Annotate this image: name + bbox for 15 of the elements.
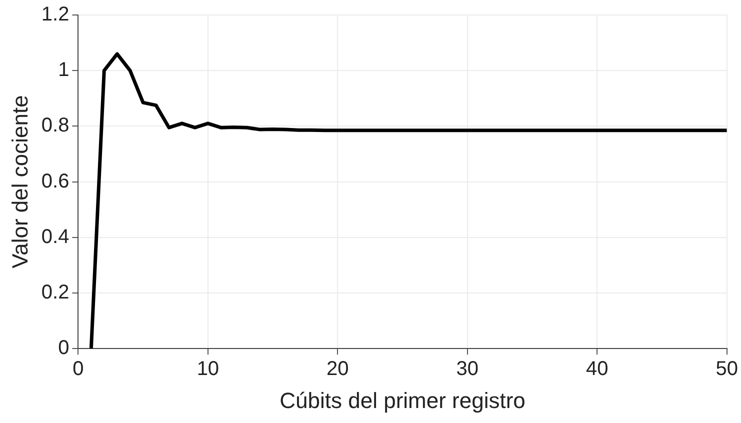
y-tick-label: 0.8: [41, 114, 70, 137]
y-axis-title: Valor del cociente: [7, 95, 32, 268]
x-tick-label: 50: [716, 358, 738, 380]
y-tick-label: 0.6: [41, 170, 70, 192]
y-tick-label: 1: [58, 59, 70, 82]
y-tick-label: 0.2: [41, 282, 70, 304]
x-tick-label: 40: [586, 358, 608, 380]
x-tick-label: 0: [72, 358, 84, 380]
x-axis-title: Cúbits del primer registro: [280, 388, 526, 413]
y-tick-label: 0.4: [41, 226, 70, 248]
y-tick-label: 1.2: [41, 4, 70, 26]
x-tick-label: 20: [326, 358, 349, 380]
x-tick-label: 10: [196, 358, 220, 380]
y-tick-label: 0: [58, 337, 70, 360]
x-tick-label: 30: [456, 358, 479, 380]
